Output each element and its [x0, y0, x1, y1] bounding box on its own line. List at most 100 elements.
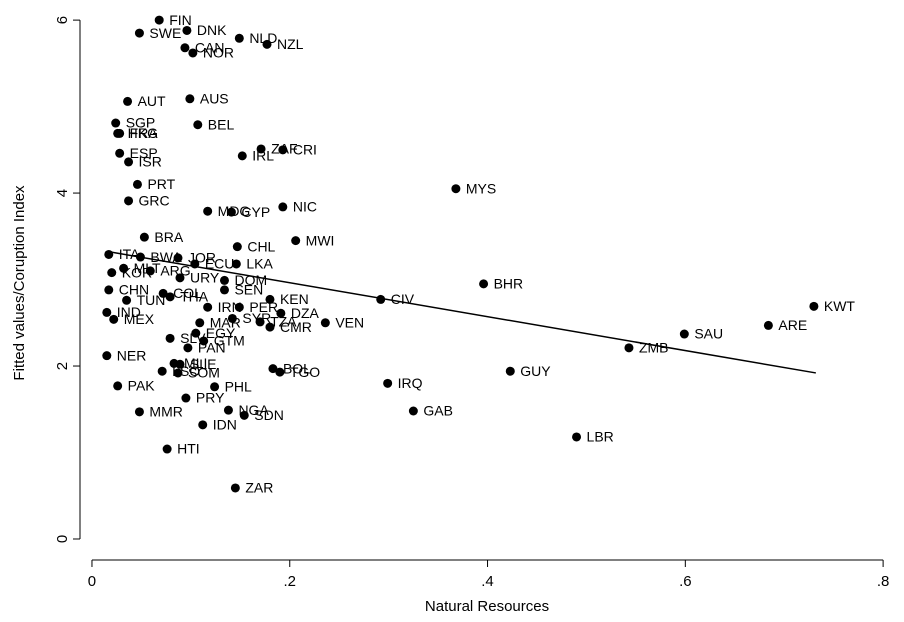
- point-label: MWI: [306, 232, 335, 248]
- point: [122, 295, 132, 305]
- point: [162, 444, 172, 454]
- point: [123, 96, 133, 106]
- point: [119, 263, 129, 273]
- point: [265, 322, 275, 332]
- point: [158, 288, 168, 298]
- point: [479, 279, 489, 289]
- point-label: SLE: [190, 356, 216, 372]
- point: [809, 301, 819, 311]
- point-label: MYS: [466, 180, 496, 196]
- point: [231, 259, 241, 269]
- x-axis-title: Natural Resources: [425, 598, 549, 615]
- point-label: ECU: [205, 256, 235, 272]
- point-label: PAN: [198, 340, 226, 356]
- point: [237, 151, 247, 161]
- point: [262, 39, 272, 49]
- point: [102, 307, 112, 317]
- point-label: THA: [180, 289, 209, 305]
- point: [291, 236, 301, 246]
- point: [383, 378, 393, 388]
- point-label: SOM: [188, 365, 220, 381]
- point: [276, 308, 286, 318]
- point: [124, 196, 134, 206]
- point: [234, 33, 244, 43]
- point: [234, 302, 244, 312]
- point: [183, 343, 193, 353]
- point: [376, 294, 386, 304]
- point: [198, 420, 208, 430]
- point-label: NOR: [203, 45, 234, 61]
- point-label: SWE: [149, 25, 181, 41]
- point: [165, 333, 175, 343]
- point: [139, 232, 149, 242]
- point-label: HKG: [128, 125, 158, 141]
- point: [134, 407, 144, 417]
- point-label: TGO: [290, 364, 320, 380]
- y-tick-label: 4: [54, 189, 71, 197]
- point-label: MMR: [149, 404, 182, 420]
- point-label: PRT: [147, 176, 175, 192]
- point-label: GAB: [423, 403, 453, 419]
- point-label: PHL: [225, 378, 252, 394]
- point: [175, 273, 185, 283]
- y-tick-label: 2: [54, 362, 71, 370]
- point: [278, 202, 288, 212]
- point: [451, 184, 461, 194]
- point: [132, 179, 142, 189]
- point: [134, 28, 144, 38]
- point: [219, 275, 229, 285]
- point: [124, 157, 134, 167]
- point: [230, 483, 240, 493]
- point-label: ITA: [119, 246, 140, 262]
- point: [255, 317, 265, 327]
- point: [203, 302, 213, 312]
- point: [173, 368, 183, 378]
- point: [195, 318, 205, 328]
- point: [226, 207, 236, 217]
- point-label: CRI: [293, 142, 317, 158]
- point-label: LSO: [172, 363, 200, 379]
- point-label: IDN: [213, 417, 237, 433]
- y-tick-label: 0: [54, 535, 71, 543]
- point: [145, 266, 155, 276]
- y-axis-title: Fitted values/Coruption Index: [11, 185, 28, 381]
- point-label: TUN: [137, 292, 166, 308]
- point: [115, 148, 125, 158]
- point-label: PRY: [196, 390, 225, 406]
- point-label: EGY: [206, 325, 236, 341]
- point: [182, 25, 192, 35]
- point: [102, 351, 112, 361]
- x-tick-label: .6: [679, 573, 692, 590]
- point-label: KWT: [824, 298, 856, 314]
- point-label: NER: [117, 347, 147, 363]
- point-label: BEL: [208, 116, 235, 132]
- point-label: DZA: [291, 305, 320, 321]
- point-label: KEN: [280, 291, 309, 307]
- point-label: URY: [190, 270, 220, 286]
- point: [223, 405, 233, 415]
- point: [239, 410, 249, 420]
- point-label: AUS: [200, 91, 229, 107]
- point: [193, 120, 203, 130]
- point: [278, 145, 288, 155]
- point: [624, 343, 634, 353]
- point-label: ARE: [778, 317, 807, 333]
- point-label: MEX: [124, 311, 155, 327]
- point-label: LBR: [587, 429, 614, 445]
- point-label: ESP: [130, 145, 158, 161]
- point: [109, 314, 119, 324]
- x-tick-label: 0: [88, 573, 96, 590]
- point-label: COL: [173, 285, 202, 301]
- x-tick-label: .4: [481, 573, 494, 590]
- point: [173, 253, 183, 263]
- point: [679, 329, 689, 339]
- point: [115, 128, 125, 138]
- point-label: CHL: [247, 238, 275, 254]
- point-label: PER: [249, 299, 278, 315]
- point-label: VEN: [335, 314, 364, 330]
- point: [104, 249, 114, 259]
- point-label: CHN: [119, 282, 149, 298]
- point: [572, 432, 582, 442]
- point: [154, 15, 164, 25]
